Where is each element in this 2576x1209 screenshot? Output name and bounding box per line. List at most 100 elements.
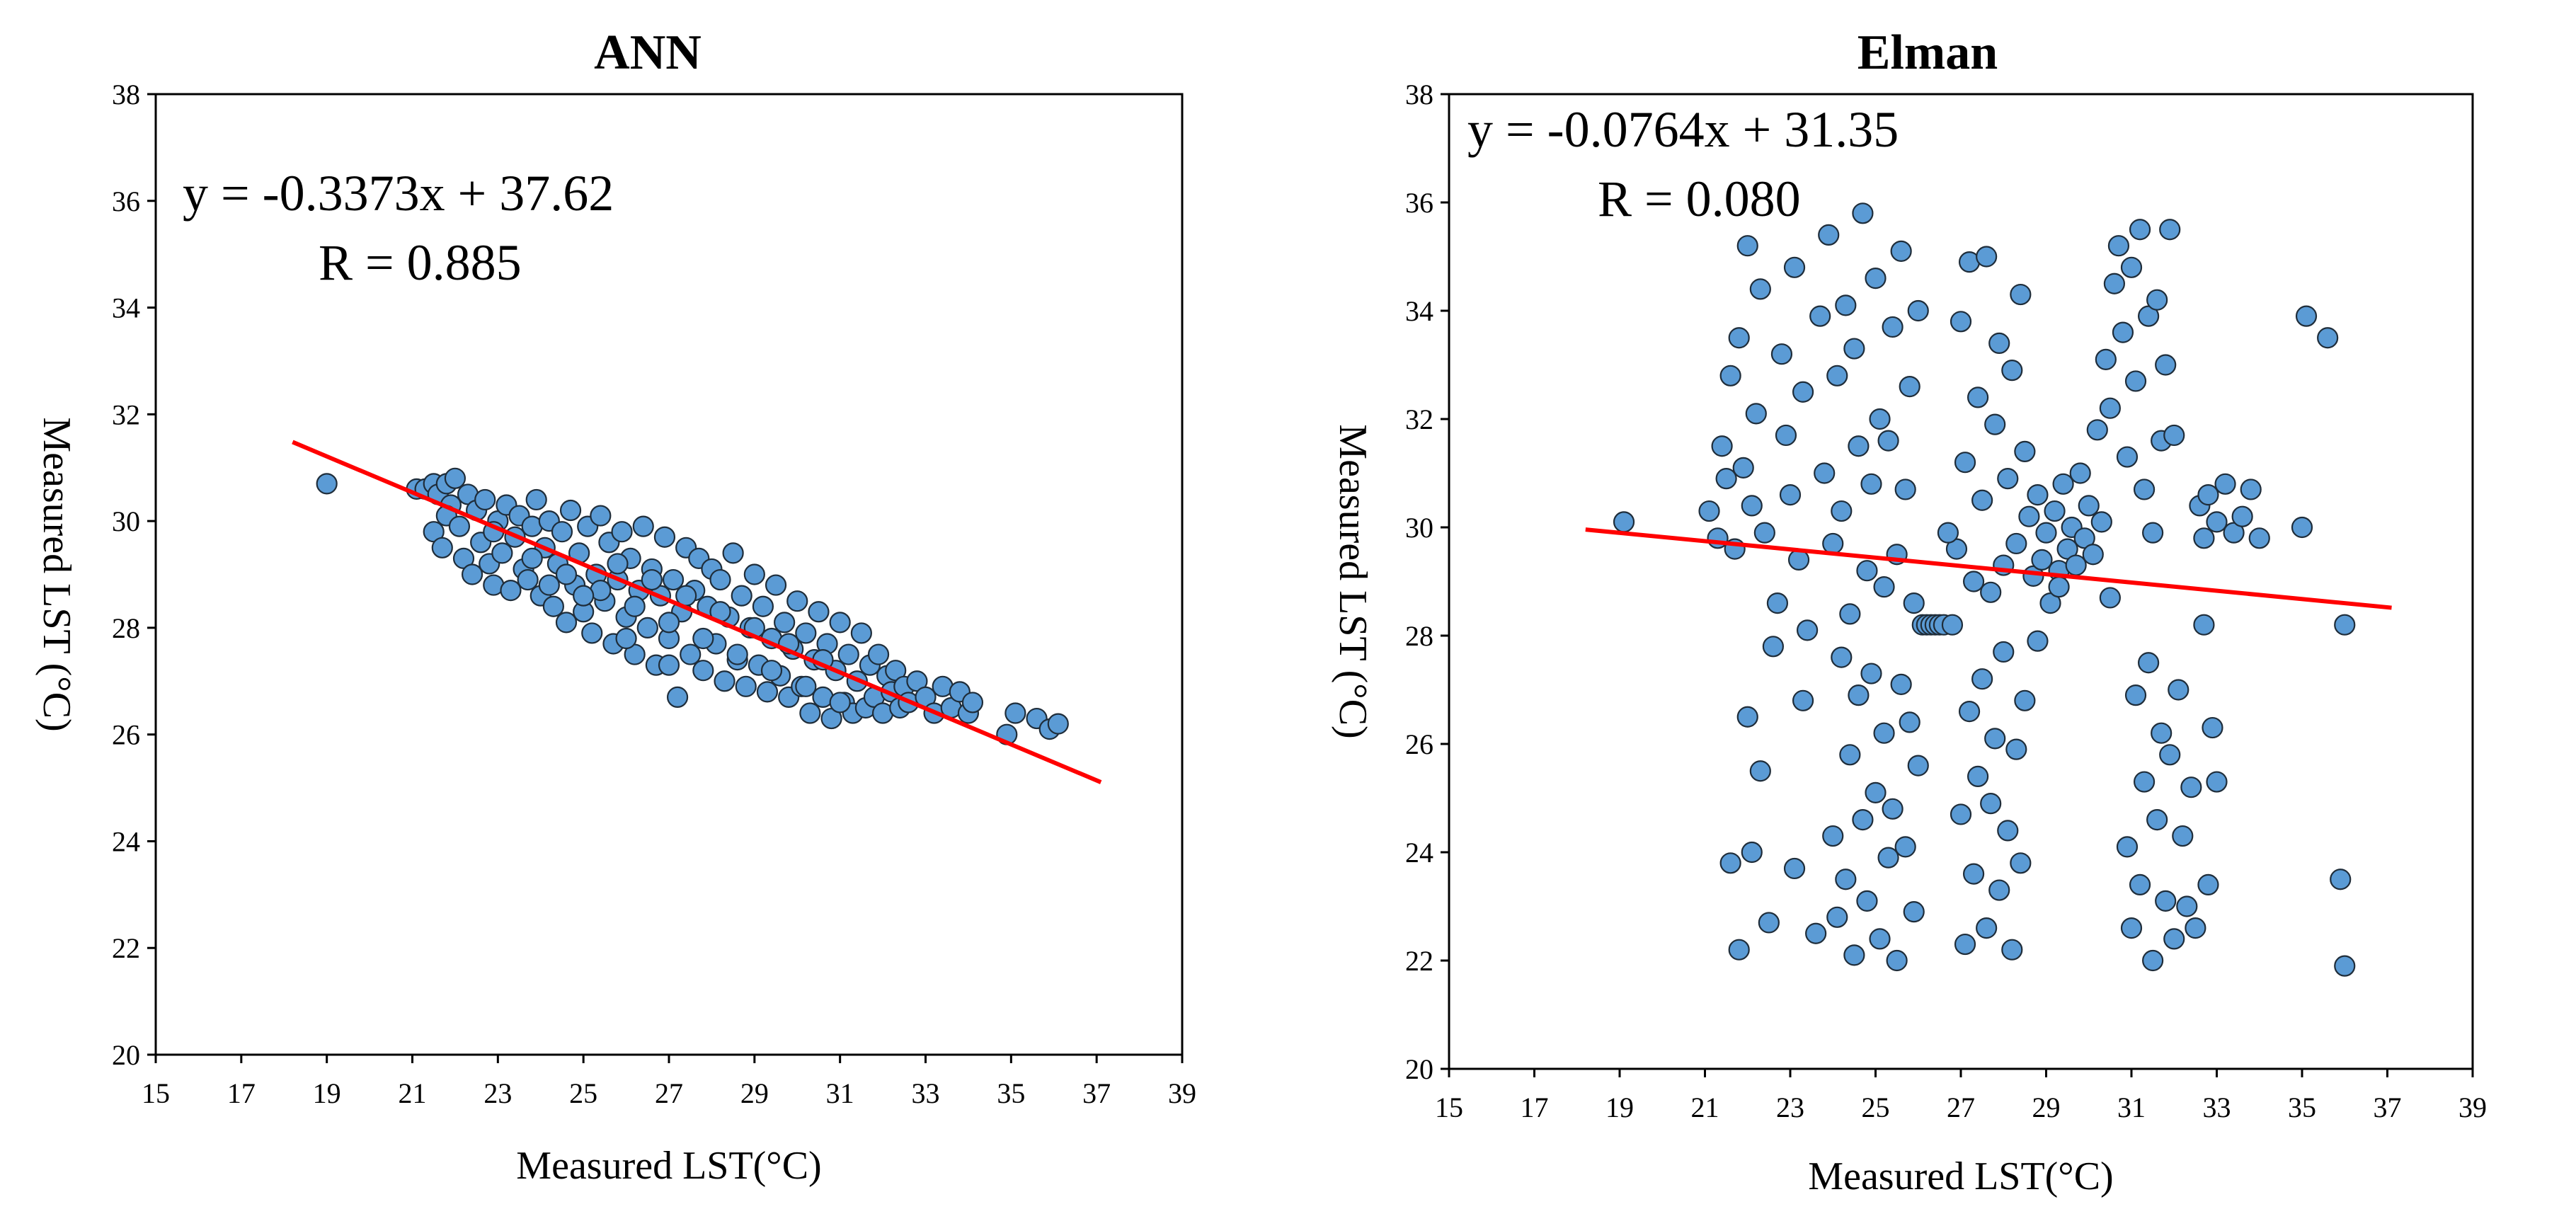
elman-x-tick-label: 21 [1691, 1091, 1719, 1123]
elman-y-tick-label: 24 [1405, 837, 1433, 869]
ann-data-point [714, 670, 735, 692]
ann-x-tick-label: 35 [997, 1077, 1025, 1109]
ann-x-axis-label: Measured LST(°C) [516, 1144, 821, 1188]
elman-x-tick-label: 33 [2203, 1091, 2231, 1123]
elman-y-tick-label: 38 [1405, 79, 1433, 110]
ann-data-point [829, 612, 851, 634]
elman-data-point [1856, 890, 1878, 912]
elman-data-point [2163, 424, 2185, 447]
elman-data-point [1860, 473, 1882, 495]
elman-data-point [2142, 949, 2164, 972]
ann-data-point [611, 521, 633, 543]
elman-data-point [1958, 700, 1981, 723]
ann-data-point [653, 526, 676, 548]
ann-x-tick-label: 37 [1082, 1077, 1111, 1109]
elman-data-point [2095, 348, 2117, 370]
ann-data-point [1004, 702, 1026, 724]
ann-y-tick-label: 26 [112, 719, 140, 751]
elman-data-point [2295, 305, 2318, 327]
elman-data-point [2185, 917, 2206, 939]
ann-data-point [722, 542, 744, 564]
elman-x-axis-label: Measured LST(°C) [1808, 1154, 2113, 1198]
elman-y-tick-label: 32 [1405, 403, 1433, 435]
ann-data-point [731, 585, 752, 607]
elman-data-point [1831, 500, 1853, 522]
elman-data-point [1903, 901, 1925, 923]
ann-data-point [607, 553, 629, 575]
elman-data-point [2014, 440, 2036, 463]
ann-y-tick-label: 20 [112, 1039, 140, 1071]
ann-data-point [641, 568, 663, 591]
elman-equation-annotation: y = -0.0764x + 31.35 [1467, 101, 1899, 158]
elman-data-point [2193, 527, 2215, 549]
ann-y-tick-label: 34 [112, 292, 140, 324]
elman-data-point [1971, 668, 1993, 690]
elman-data-point [1860, 663, 1882, 684]
elman-data-point [2146, 289, 2168, 311]
elman-data-point [1894, 836, 1916, 858]
elman-data-point [2044, 500, 2066, 522]
elman-data-point [2155, 890, 2177, 912]
elman-data-point [2035, 522, 2057, 544]
ann-data-point [692, 627, 714, 650]
elman-data-point [2159, 219, 2181, 241]
ann-data-point [735, 675, 757, 697]
elman-data-point [1852, 202, 1874, 224]
ann-y-tick-label: 30 [112, 505, 140, 537]
elman-data-point [1869, 408, 1891, 430]
elman-data-point [1873, 576, 1895, 598]
elman-data-point [1779, 483, 1802, 506]
elman-data-point [2317, 327, 2339, 349]
elman-data-point [2334, 614, 2356, 636]
elman-data-point [1997, 820, 2019, 842]
ann-data-point [786, 590, 808, 612]
elman-x-tick-label: 31 [2117, 1091, 2146, 1123]
elman-data-point [1882, 316, 1904, 338]
elman-data-point [1997, 468, 2019, 490]
elman-y-tick-label: 22 [1405, 945, 1433, 977]
elman-fit-line [1585, 527, 2392, 610]
ann-data-point [829, 692, 851, 714]
ann-x-tick-label: 29 [740, 1077, 769, 1109]
elman-data-point [2334, 955, 2356, 977]
elman-data-point [1758, 912, 1780, 934]
ann-x-tick-label: 27 [655, 1077, 683, 1109]
elman-data-point [1848, 435, 1870, 457]
ann-data-point [491, 542, 513, 564]
elman-data-point [1775, 424, 1797, 447]
ann-x-tick-label: 33 [912, 1077, 940, 1109]
ann-data-point [538, 574, 560, 596]
elman-data-point [2005, 532, 2027, 555]
ann-y-tick-label: 32 [112, 399, 140, 430]
elman-data-point [1741, 495, 1763, 517]
elman-data-point [1762, 636, 1784, 658]
elman-data-point [1745, 403, 1767, 425]
ann-x-tick-label: 19 [313, 1077, 341, 1109]
elman-data-point [1899, 711, 1920, 733]
elman-data-point [1962, 863, 1985, 885]
elman-data-point [1980, 581, 2002, 603]
ann-data-point [615, 627, 637, 650]
elman-data-point [1770, 343, 1793, 365]
elman-y-tick-label: 20 [1405, 1053, 1433, 1085]
elman-data-point [1818, 224, 1840, 246]
ann-data-point [867, 643, 890, 665]
elman-data-point [1954, 452, 1976, 474]
elman-x-tick-label: 29 [2032, 1091, 2061, 1123]
ann-data-point [799, 702, 821, 724]
ann-data-point [1047, 713, 1069, 735]
elman-data-point [1907, 299, 1929, 322]
elman-data-point [1877, 430, 1899, 452]
elman-data-point [2107, 235, 2130, 257]
elman-data-point [1980, 793, 2002, 815]
elman-data-point [1783, 256, 1806, 278]
ann-data-point [692, 660, 714, 682]
elman-r-annotation: R = 0.080 [1598, 171, 1801, 227]
elman-y-tick-label: 36 [1405, 187, 1433, 219]
elman-data-point [2086, 419, 2108, 441]
elman-data-point [1822, 825, 1844, 847]
elman-data-point [1753, 522, 1775, 544]
elman-data-point [1805, 922, 1827, 944]
elman-data-point [2065, 554, 2087, 576]
elman-data-point [1826, 906, 1848, 928]
